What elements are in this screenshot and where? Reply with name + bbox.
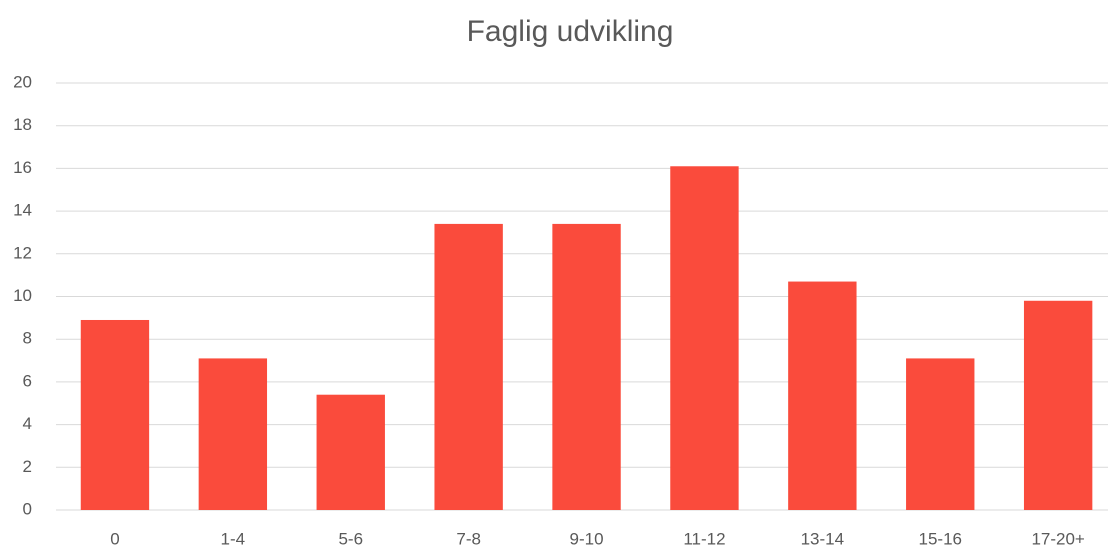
x-tick-label: 15-16 (919, 529, 962, 548)
y-tick-label: 8 (23, 329, 32, 348)
chart-title: Faglig udvikling (467, 15, 674, 48)
y-tick-label: 14 (13, 201, 32, 220)
x-tick-label: 13-14 (801, 529, 844, 548)
y-tick-label: 2 (23, 457, 32, 476)
x-tick-label: 9-10 (570, 529, 604, 548)
y-tick-label: 10 (13, 286, 32, 305)
bar (1023, 300, 1093, 510)
y-tick-label: 16 (13, 158, 32, 177)
y-tick-label: 18 (13, 115, 32, 134)
x-tick-label: 5-6 (338, 529, 363, 548)
x-tick-label: 1-4 (221, 529, 246, 548)
bar (552, 223, 621, 510)
bar (198, 358, 268, 510)
bar (434, 223, 503, 510)
bar (788, 281, 857, 510)
x-tick-label: 0 (110, 529, 119, 548)
bar (906, 358, 975, 510)
bar (670, 166, 739, 510)
y-tick-label: 6 (23, 371, 32, 390)
y-tick-label: 0 (23, 499, 32, 518)
y-tick-label: 12 (13, 243, 32, 262)
x-tick-label: 17-20+ (1031, 529, 1084, 548)
bar (80, 319, 150, 510)
bar (316, 394, 385, 510)
x-tick-label: 11-12 (683, 529, 725, 548)
y-tick-label: 4 (23, 414, 32, 433)
y-tick-label: 20 (13, 72, 32, 91)
x-tick-label: 7-8 (456, 529, 481, 548)
